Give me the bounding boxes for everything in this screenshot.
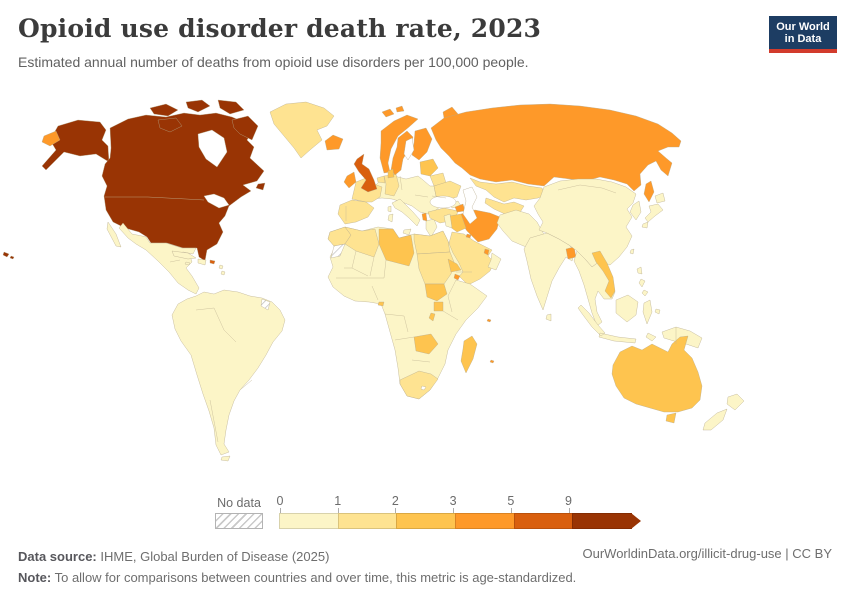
note-label: Note: [18,570,52,585]
region-greenland[interactable] [269,101,335,159]
owid-logo-line2: in Data [784,33,822,45]
region-sudan[interactable] [416,251,455,285]
region-iceland[interactable] [324,134,344,151]
region-korea[interactable] [629,200,642,221]
footer-citation-link[interactable]: OurWorldinData.org/illicit-drug-use | CC… [582,546,833,561]
region-french-guiana[interactable] [260,298,271,311]
note-line: Note: To allow for comparisons between c… [18,567,576,588]
region-western-sahara[interactable] [330,243,346,259]
region-arctic-islands[interactable] [149,99,259,141]
legend-arrow-cap [631,513,642,529]
region-hawaii[interactable] [2,251,15,260]
region-tierra-del-fuego[interactable] [220,455,231,462]
owid-logo-line1: Our World [776,21,830,33]
region-albania[interactable] [421,212,428,222]
source-line: Data source: IHME, Global Burden of Dise… [18,546,576,567]
region-equatorial-guinea[interactable] [377,301,385,307]
region-kazakhstan[interactable] [469,177,546,203]
region-libya[interactable] [378,228,415,267]
region-vietnam[interactable] [591,250,616,299]
region-norway[interactable] [379,114,419,174]
source-text: IHME, Global Burden of Disease (2025) [96,549,330,564]
legend-bin-1-2[interactable] [337,513,398,529]
region-mexico-central-america[interactable] [106,221,200,295]
region-japan[interactable] [641,192,666,229]
gulf-of-bothnia [403,137,415,161]
region-australia[interactable] [611,335,703,413]
region-tasmania[interactable] [665,412,677,424]
region-egypt[interactable] [413,230,451,255]
hudson-bay [197,129,228,168]
region-philippines[interactable] [636,266,649,297]
great-lakes [203,193,230,209]
region-denmark[interactable] [387,168,395,179]
region-united-kingdom[interactable] [353,153,378,193]
region-india[interactable] [523,232,576,311]
region-rwanda-burundi[interactable] [428,312,436,322]
lesotho [420,385,427,391]
region-iberia[interactable] [337,199,375,225]
region-ireland[interactable] [343,171,357,189]
region-svalbard[interactable] [381,105,405,118]
footer-source-note: Data source: IHME, Global Burden of Dise… [18,546,576,588]
region-madagascar[interactable] [460,335,478,374]
region-new-zealand[interactable] [702,393,745,431]
black-sea [429,195,457,209]
region-china-mongolia[interactable] [533,178,637,268]
legend-bin-0-1[interactable] [279,513,339,529]
region-sri-lanka[interactable] [545,313,552,322]
source-label: Data source: [18,549,97,564]
caspian-sea [462,186,478,225]
region-oman[interactable] [487,252,502,271]
legend-bin-3-5[interactable] [455,513,515,529]
region-djibouti[interactable] [453,273,461,281]
region-canada-usa[interactable] [101,112,265,262]
internal-borders [105,175,677,443]
legend-no-data-swatch[interactable] [215,513,263,529]
region-levant[interactable] [443,213,453,229]
region-newfoundland[interactable] [255,182,266,191]
region-caribbean[interactable] [171,250,226,276]
legend-bin-5-9[interactable] [513,513,574,529]
region-sakhalin[interactable] [643,180,655,203]
region-russia[interactable] [430,103,682,192]
legend-bin-9+[interactable] [572,513,633,529]
region-baltic-states[interactable] [419,158,439,177]
region-south-sudan[interactable] [424,283,448,302]
region-alaska[interactable] [41,119,110,171]
legend-no-data-label: No data [217,496,261,510]
region-south-america[interactable] [171,289,286,456]
chart-subtitle: Estimated annual number of deaths from o… [18,54,529,70]
region-italy[interactable] [387,198,421,236]
page-title: Opioid use disorder death rate, 2023 [18,14,542,43]
region-zambia[interactable] [413,333,439,355]
region-uganda[interactable] [433,301,444,312]
region-chukotka-wrap[interactable] [41,130,61,147]
region-eritrea[interactable] [447,258,462,273]
region-south-africa[interactable] [399,370,439,400]
region-qatar[interactable] [483,248,490,256]
region-finland[interactable] [411,127,433,161]
region-ukraine[interactable] [433,180,462,201]
owid-logo[interactable]: Our World in Data [769,16,837,53]
region-taiwan[interactable] [629,248,635,255]
legend-color-scale [279,513,642,529]
note-text: To allow for comparisons between countri… [51,570,577,585]
region-indian-ocean-islands[interactable] [486,318,495,364]
region-benelux[interactable] [376,175,386,184]
region-kuwait[interactable] [465,233,472,239]
legend-bin-2-3[interactable] [396,513,457,529]
region-indonesia[interactable] [577,294,661,344]
region-puerto-rico[interactable] [209,259,216,265]
